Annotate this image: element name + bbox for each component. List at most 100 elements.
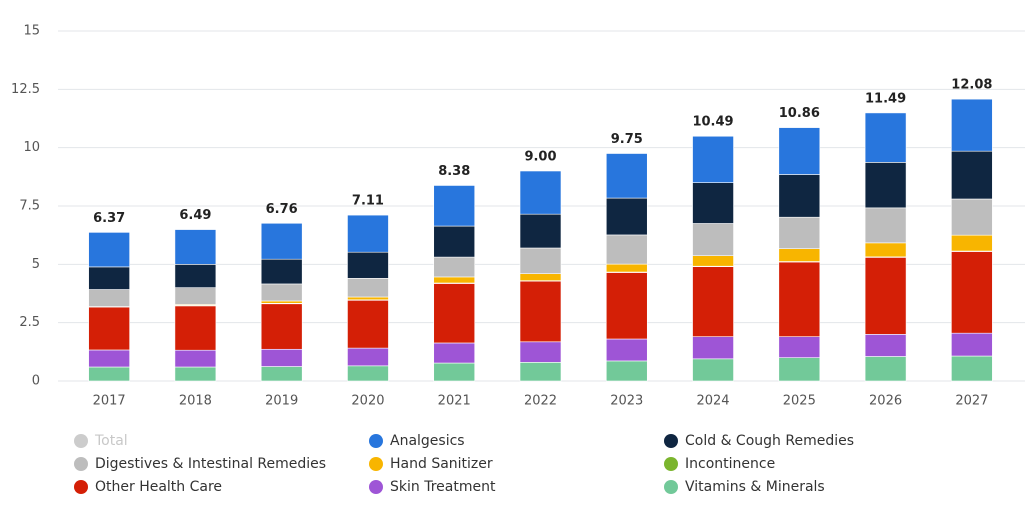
legend-label[interactable]: Incontinence <box>685 456 775 472</box>
bar-segment <box>605 263 648 273</box>
bar-segment <box>347 251 389 279</box>
legend-label[interactable]: Skin Treatment <box>390 479 496 495</box>
legend-swatch <box>369 480 383 494</box>
y-tick-label: 2.5 <box>19 315 40 330</box>
bar-segment <box>692 223 734 257</box>
bar-segment <box>433 256 476 278</box>
legend-swatch <box>74 480 88 494</box>
x-tick-label: 2021 <box>438 394 471 409</box>
bar-segment <box>692 266 734 337</box>
bar-segment <box>864 207 907 244</box>
bar-segment <box>433 362 476 382</box>
bar-segment <box>605 272 648 340</box>
legend-label[interactable]: Analgesics <box>390 433 465 449</box>
total-label: 7.11 <box>352 194 384 209</box>
total-label: 9.00 <box>524 150 556 165</box>
legend-swatch <box>369 457 383 471</box>
total-label: 8.38 <box>438 164 470 179</box>
x-tick-label: 2027 <box>955 394 988 409</box>
bar-segment <box>864 334 907 357</box>
bar-segment <box>951 98 993 152</box>
legend-label[interactable]: Digestives & Intestinal Remedies <box>95 456 326 472</box>
legend-label[interactable]: Vitamins & Minerals <box>685 479 825 495</box>
bar-segment <box>88 306 130 351</box>
bar-segment <box>519 362 562 382</box>
bar-segment <box>433 185 476 227</box>
bar-segment <box>347 347 389 367</box>
legend-label[interactable]: Other Health Care <box>95 479 222 495</box>
bar-segment <box>778 216 821 249</box>
legend-label[interactable]: Hand Sanitizer <box>390 456 493 472</box>
bar-segment <box>778 336 821 358</box>
bar-segment <box>347 214 389 253</box>
bar-segment <box>88 366 130 382</box>
bar-segment <box>174 349 217 368</box>
bar-segment <box>778 357 821 382</box>
legend-swatch <box>74 434 88 448</box>
bar-segment <box>778 248 821 262</box>
bar-segment <box>864 242 907 258</box>
y-tick-label: 10 <box>23 140 40 155</box>
bar-segment <box>260 348 303 367</box>
bar-segment <box>260 366 303 382</box>
y-tick-label: 15 <box>23 24 40 39</box>
bar-segment <box>605 197 648 236</box>
y-tick-label: 12.5 <box>11 82 40 97</box>
bar-segment <box>88 289 130 307</box>
bar-segment <box>692 255 734 267</box>
bar-segment <box>519 280 562 343</box>
legend-swatch <box>664 457 678 471</box>
bar-segment <box>174 366 217 382</box>
bar-segment <box>433 283 476 344</box>
total-label: 11.49 <box>865 91 906 106</box>
total-label: 9.75 <box>611 132 643 147</box>
bar-segment <box>347 296 389 301</box>
bar-segment <box>778 174 821 218</box>
bar-segment <box>347 365 389 382</box>
bar-segment <box>519 213 562 249</box>
bar-segment <box>260 258 303 285</box>
bar-segment <box>692 358 734 382</box>
bar-segment <box>174 305 217 351</box>
bar-segment <box>692 182 734 224</box>
bar-segment <box>605 360 648 382</box>
bar-segment <box>778 261 821 337</box>
bar-segment <box>174 287 217 305</box>
legend-swatch <box>369 434 383 448</box>
legend-swatch <box>664 434 678 448</box>
bar-segment <box>605 234 648 265</box>
legend-label[interactable]: Total <box>94 433 128 449</box>
total-label: 6.76 <box>266 202 298 217</box>
x-tick-label: 2022 <box>524 394 557 409</box>
bar-segment <box>347 278 389 298</box>
x-tick-label: 2026 <box>869 394 902 409</box>
bar-segment <box>864 356 907 382</box>
total-label: 10.49 <box>692 115 733 130</box>
bar-segment <box>88 232 130 268</box>
bar-segment <box>864 257 907 335</box>
bar-segment <box>88 349 130 368</box>
bar-segment <box>433 225 476 258</box>
bar-segment <box>260 222 303 260</box>
bar-segment <box>692 336 734 360</box>
bar-segment <box>951 251 993 334</box>
y-tick-label: 7.5 <box>19 199 40 214</box>
x-tick-label: 2023 <box>610 394 643 409</box>
bar-segment <box>260 300 303 304</box>
bar-segment <box>951 198 993 236</box>
bar-segment <box>433 342 476 364</box>
bar-segment <box>519 341 562 363</box>
bar-segment <box>605 153 648 199</box>
y-tick-label: 5 <box>32 257 40 272</box>
bar-segment <box>864 162 907 209</box>
x-tick-label: 2020 <box>351 394 384 409</box>
bar-segment <box>864 112 907 163</box>
x-tick-label: 2019 <box>265 394 298 409</box>
bar-segment <box>951 234 993 252</box>
bar-segment <box>519 273 562 281</box>
bar-segment <box>260 283 303 302</box>
legend-label[interactable]: Cold & Cough Remedies <box>685 433 854 449</box>
legend-swatch <box>664 480 678 494</box>
bar-segment <box>519 247 562 274</box>
